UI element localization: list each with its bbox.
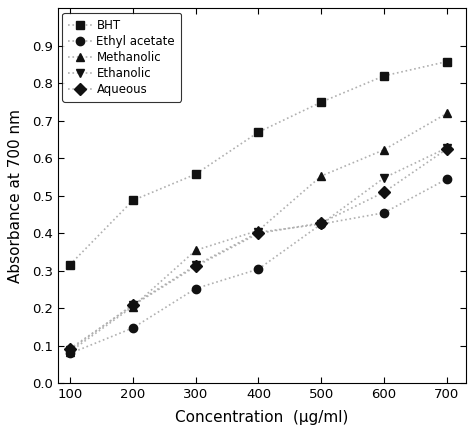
Methanolic (319, 174, 324, 179)
Line: Aqueous: Aqueous (66, 145, 451, 353)
BHT (193, 171, 199, 177)
Line: Ethyl acetate: Ethyl acetate (66, 175, 451, 358)
Ethanolic (130, 302, 136, 307)
Ethyl acetate (319, 221, 324, 226)
Aqueous (130, 303, 136, 308)
Ethyl acetate (255, 266, 261, 271)
Ethanolic (444, 145, 450, 151)
BHT (130, 198, 136, 203)
Aqueous (67, 346, 73, 351)
Aqueous (444, 146, 450, 152)
Ethyl acetate (193, 286, 199, 291)
Ethanolic (255, 229, 261, 235)
Aqueous (319, 220, 324, 226)
Aqueous (193, 264, 199, 269)
Ethanolic (193, 263, 199, 268)
Methanolic (193, 248, 199, 253)
Ethanolic (319, 221, 324, 226)
BHT (319, 100, 324, 105)
Ethyl acetate (381, 210, 387, 215)
Ethyl acetate (67, 351, 73, 356)
BHT (67, 262, 73, 267)
Aqueous (255, 231, 261, 236)
Methanolic (444, 111, 450, 116)
Methanolic (255, 228, 261, 233)
BHT (444, 59, 450, 64)
Methanolic (381, 147, 387, 152)
Y-axis label: Absorbance at 700 nm: Absorbance at 700 nm (9, 109, 23, 283)
Aqueous (381, 190, 387, 195)
BHT (255, 129, 261, 135)
Ethanolic (381, 175, 387, 181)
Methanolic (130, 304, 136, 309)
X-axis label: Concentration  (μg/ml): Concentration (μg/ml) (175, 410, 348, 425)
Line: Methanolic: Methanolic (66, 109, 451, 356)
BHT (381, 73, 387, 78)
Methanolic (67, 349, 73, 354)
Ethyl acetate (444, 176, 450, 181)
Line: BHT: BHT (66, 58, 451, 269)
Line: Ethanolic: Ethanolic (66, 144, 451, 354)
Legend: BHT, Ethyl acetate, Methanolic, Ethanolic, Aqueous: BHT, Ethyl acetate, Methanolic, Ethanoli… (62, 13, 181, 102)
Ethanolic (67, 347, 73, 352)
Ethyl acetate (130, 325, 136, 330)
